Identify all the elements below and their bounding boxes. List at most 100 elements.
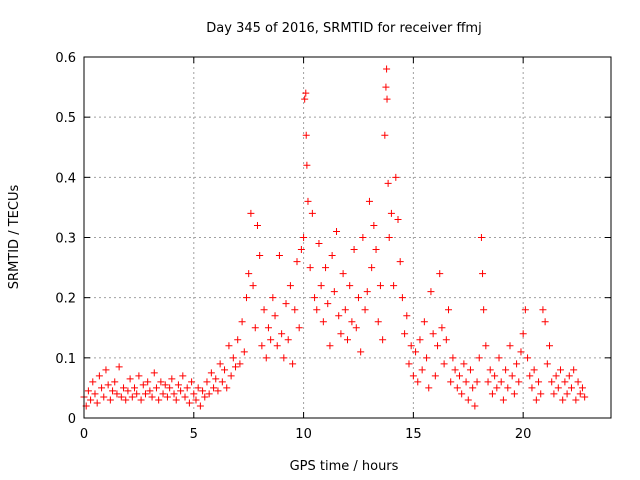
data-point (177, 387, 185, 395)
data-point (359, 234, 367, 241)
data-point (403, 312, 411, 320)
data-point (392, 173, 400, 181)
data-point (308, 209, 316, 217)
data-point (381, 131, 389, 139)
data-point (273, 342, 281, 350)
data-point (322, 264, 330, 272)
data-point (205, 390, 213, 398)
data-point (120, 384, 128, 392)
data-point (480, 306, 488, 314)
data-point (249, 282, 257, 290)
plot-frame (83, 56, 612, 419)
data-point (212, 375, 220, 383)
data-point (337, 330, 345, 338)
grid (84, 57, 611, 418)
data-point (482, 342, 490, 350)
data-point (574, 378, 582, 386)
data-point (431, 372, 439, 380)
data-point (451, 366, 459, 374)
data-point (469, 384, 477, 392)
data-point (506, 342, 514, 350)
data-point (420, 318, 428, 326)
data-point (383, 65, 391, 73)
data-point (578, 384, 586, 392)
data-point (258, 342, 266, 350)
data-point (89, 378, 97, 386)
data-point (280, 354, 288, 362)
data-point (245, 270, 253, 278)
data-point (344, 336, 351, 344)
data-point (218, 378, 226, 386)
data-point (102, 366, 110, 374)
data-point (225, 342, 233, 350)
data-point (497, 378, 505, 386)
data-point (471, 402, 479, 410)
data-point (313, 306, 321, 314)
data-point (427, 288, 435, 296)
data-point (324, 300, 332, 308)
y-tick-label: 0.2 (55, 292, 76, 307)
data-point (282, 300, 290, 308)
data-point (383, 95, 391, 103)
data-point (117, 393, 125, 401)
data-point (155, 396, 163, 404)
data-point (346, 282, 354, 290)
data-point (447, 378, 455, 386)
data-point (495, 354, 503, 362)
data-point (576, 390, 584, 398)
data-point (297, 246, 305, 254)
data-point (260, 306, 268, 314)
data-point (311, 294, 319, 302)
data-point (302, 131, 310, 139)
data-point (335, 312, 343, 320)
data-point (363, 288, 371, 296)
data-point (412, 348, 420, 356)
data-point (128, 393, 136, 401)
data-point (453, 384, 461, 392)
data-point (269, 294, 277, 302)
data-point (552, 372, 560, 380)
data-point (146, 387, 154, 395)
data-point (104, 381, 112, 389)
data-point (247, 209, 255, 217)
data-point (106, 396, 114, 404)
y-tick-label: 0.5 (55, 111, 76, 126)
data-point (541, 318, 549, 326)
data-point (201, 393, 209, 401)
data-point (429, 330, 437, 338)
data-point (479, 270, 487, 278)
data-point (98, 384, 106, 392)
data-point (289, 360, 297, 368)
data-point (550, 390, 558, 398)
data-point (567, 384, 575, 392)
data-point (319, 318, 327, 326)
data-point (409, 372, 417, 380)
data-point (563, 390, 571, 398)
data-point (192, 396, 200, 404)
data-point (368, 264, 376, 272)
data-point (262, 354, 270, 362)
data-point (333, 227, 341, 235)
x-tick-label: 15 (405, 427, 422, 442)
data-point (455, 372, 463, 380)
data-point (326, 342, 334, 350)
data-point (384, 179, 392, 187)
data-point (398, 294, 406, 302)
data-point (436, 270, 444, 278)
data-point (161, 381, 169, 389)
data-point (185, 399, 193, 407)
data-point (181, 393, 189, 401)
data-point (385, 234, 393, 241)
x-tick-label: 10 (295, 427, 312, 442)
data-point (131, 384, 139, 392)
data-point (502, 366, 510, 374)
data-point (95, 372, 103, 380)
data-point (382, 83, 390, 91)
data-point (144, 378, 152, 386)
data-point (166, 384, 174, 392)
data-point (236, 360, 244, 368)
data-point (234, 336, 242, 344)
data-point (405, 360, 413, 368)
data-point (387, 209, 395, 217)
